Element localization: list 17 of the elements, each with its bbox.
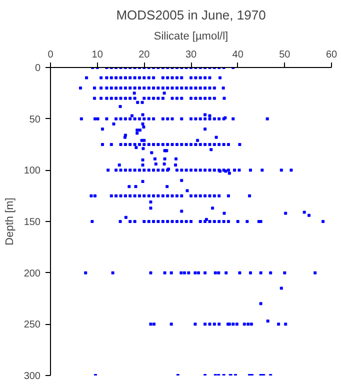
y-tick-label: 0 bbox=[34, 63, 41, 74]
x-tick-label: 50 bbox=[279, 50, 291, 60]
x-tick-label: 30 bbox=[185, 50, 197, 60]
y-tick-label: 100 bbox=[24, 166, 41, 177]
x-tick-label: 40 bbox=[232, 50, 244, 60]
x-tick-label: 20 bbox=[138, 50, 150, 60]
y-tick-label: 250 bbox=[24, 320, 41, 331]
y-tick-label: 300 bbox=[24, 371, 41, 382]
x-axis-title: Silicate [µmol/l] bbox=[154, 30, 228, 42]
y-tick-label: 200 bbox=[24, 268, 41, 280]
x-tick-label: 10 bbox=[92, 50, 104, 60]
x-tick-label: 60 bbox=[326, 50, 338, 60]
y-axis-title: Depth [m] bbox=[4, 198, 16, 246]
y-tick-label: 50 bbox=[29, 114, 41, 126]
y-tick-label: 150 bbox=[24, 217, 41, 228]
chart-title: MODS2005 in June, 1970 bbox=[116, 8, 266, 22]
x-tick-label: 0 bbox=[48, 50, 54, 60]
